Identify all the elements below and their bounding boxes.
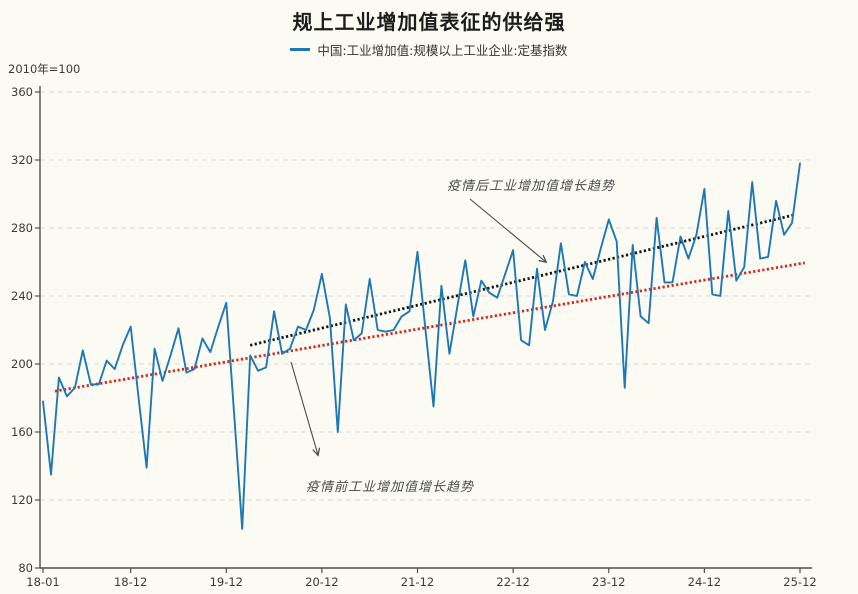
y-tick-label: 200 bbox=[11, 357, 33, 371]
x-tick-label: 20-12 bbox=[305, 575, 338, 589]
x-tick-label: 18-12 bbox=[114, 575, 147, 589]
y-tick-label: 360 bbox=[11, 85, 33, 99]
x-tick-label: 21-12 bbox=[401, 575, 434, 589]
legend-series-label: 中国:工业增加值:规模以上工业企业:定基指数 bbox=[317, 43, 568, 58]
y-axis-unit-note: 2010年=100 bbox=[8, 62, 81, 76]
legend: 中国:工业增加值:规模以上工业企业:定基指数 bbox=[0, 40, 858, 59]
annotation-arrow-pre_covid_note bbox=[290, 361, 318, 455]
y-tick-label: 240 bbox=[11, 289, 33, 303]
x-tick-label: 23-12 bbox=[592, 575, 625, 589]
chart-title: 规上工业增加值表征的供给强 bbox=[292, 10, 566, 34]
x-tick-label: 22-12 bbox=[496, 575, 529, 589]
y-tick-label: 160 bbox=[11, 425, 33, 439]
series-line bbox=[42, 162, 801, 530]
x-tick-label: 18-01 bbox=[26, 575, 59, 589]
x-tick-label: 25-12 bbox=[783, 575, 816, 589]
legend-line-marker bbox=[290, 48, 311, 51]
post-covid-trend-line bbox=[249, 213, 794, 347]
x-tick-label: 19-12 bbox=[210, 575, 243, 589]
y-tick-label: 120 bbox=[11, 493, 33, 507]
annotation-text-pre_covid_note: 疫情前工业增加值增长趋势 bbox=[306, 480, 475, 495]
y-tick-label: 320 bbox=[11, 153, 33, 167]
x-tick-label: 24-12 bbox=[688, 575, 721, 589]
annotation-arrow-post_covid_note bbox=[469, 198, 546, 262]
annotation-text-post_covid_note: 疫情后工业增加值增长趋势 bbox=[447, 179, 616, 194]
y-tick-label: 280 bbox=[11, 221, 33, 235]
y-tick-label: 80 bbox=[18, 561, 33, 575]
